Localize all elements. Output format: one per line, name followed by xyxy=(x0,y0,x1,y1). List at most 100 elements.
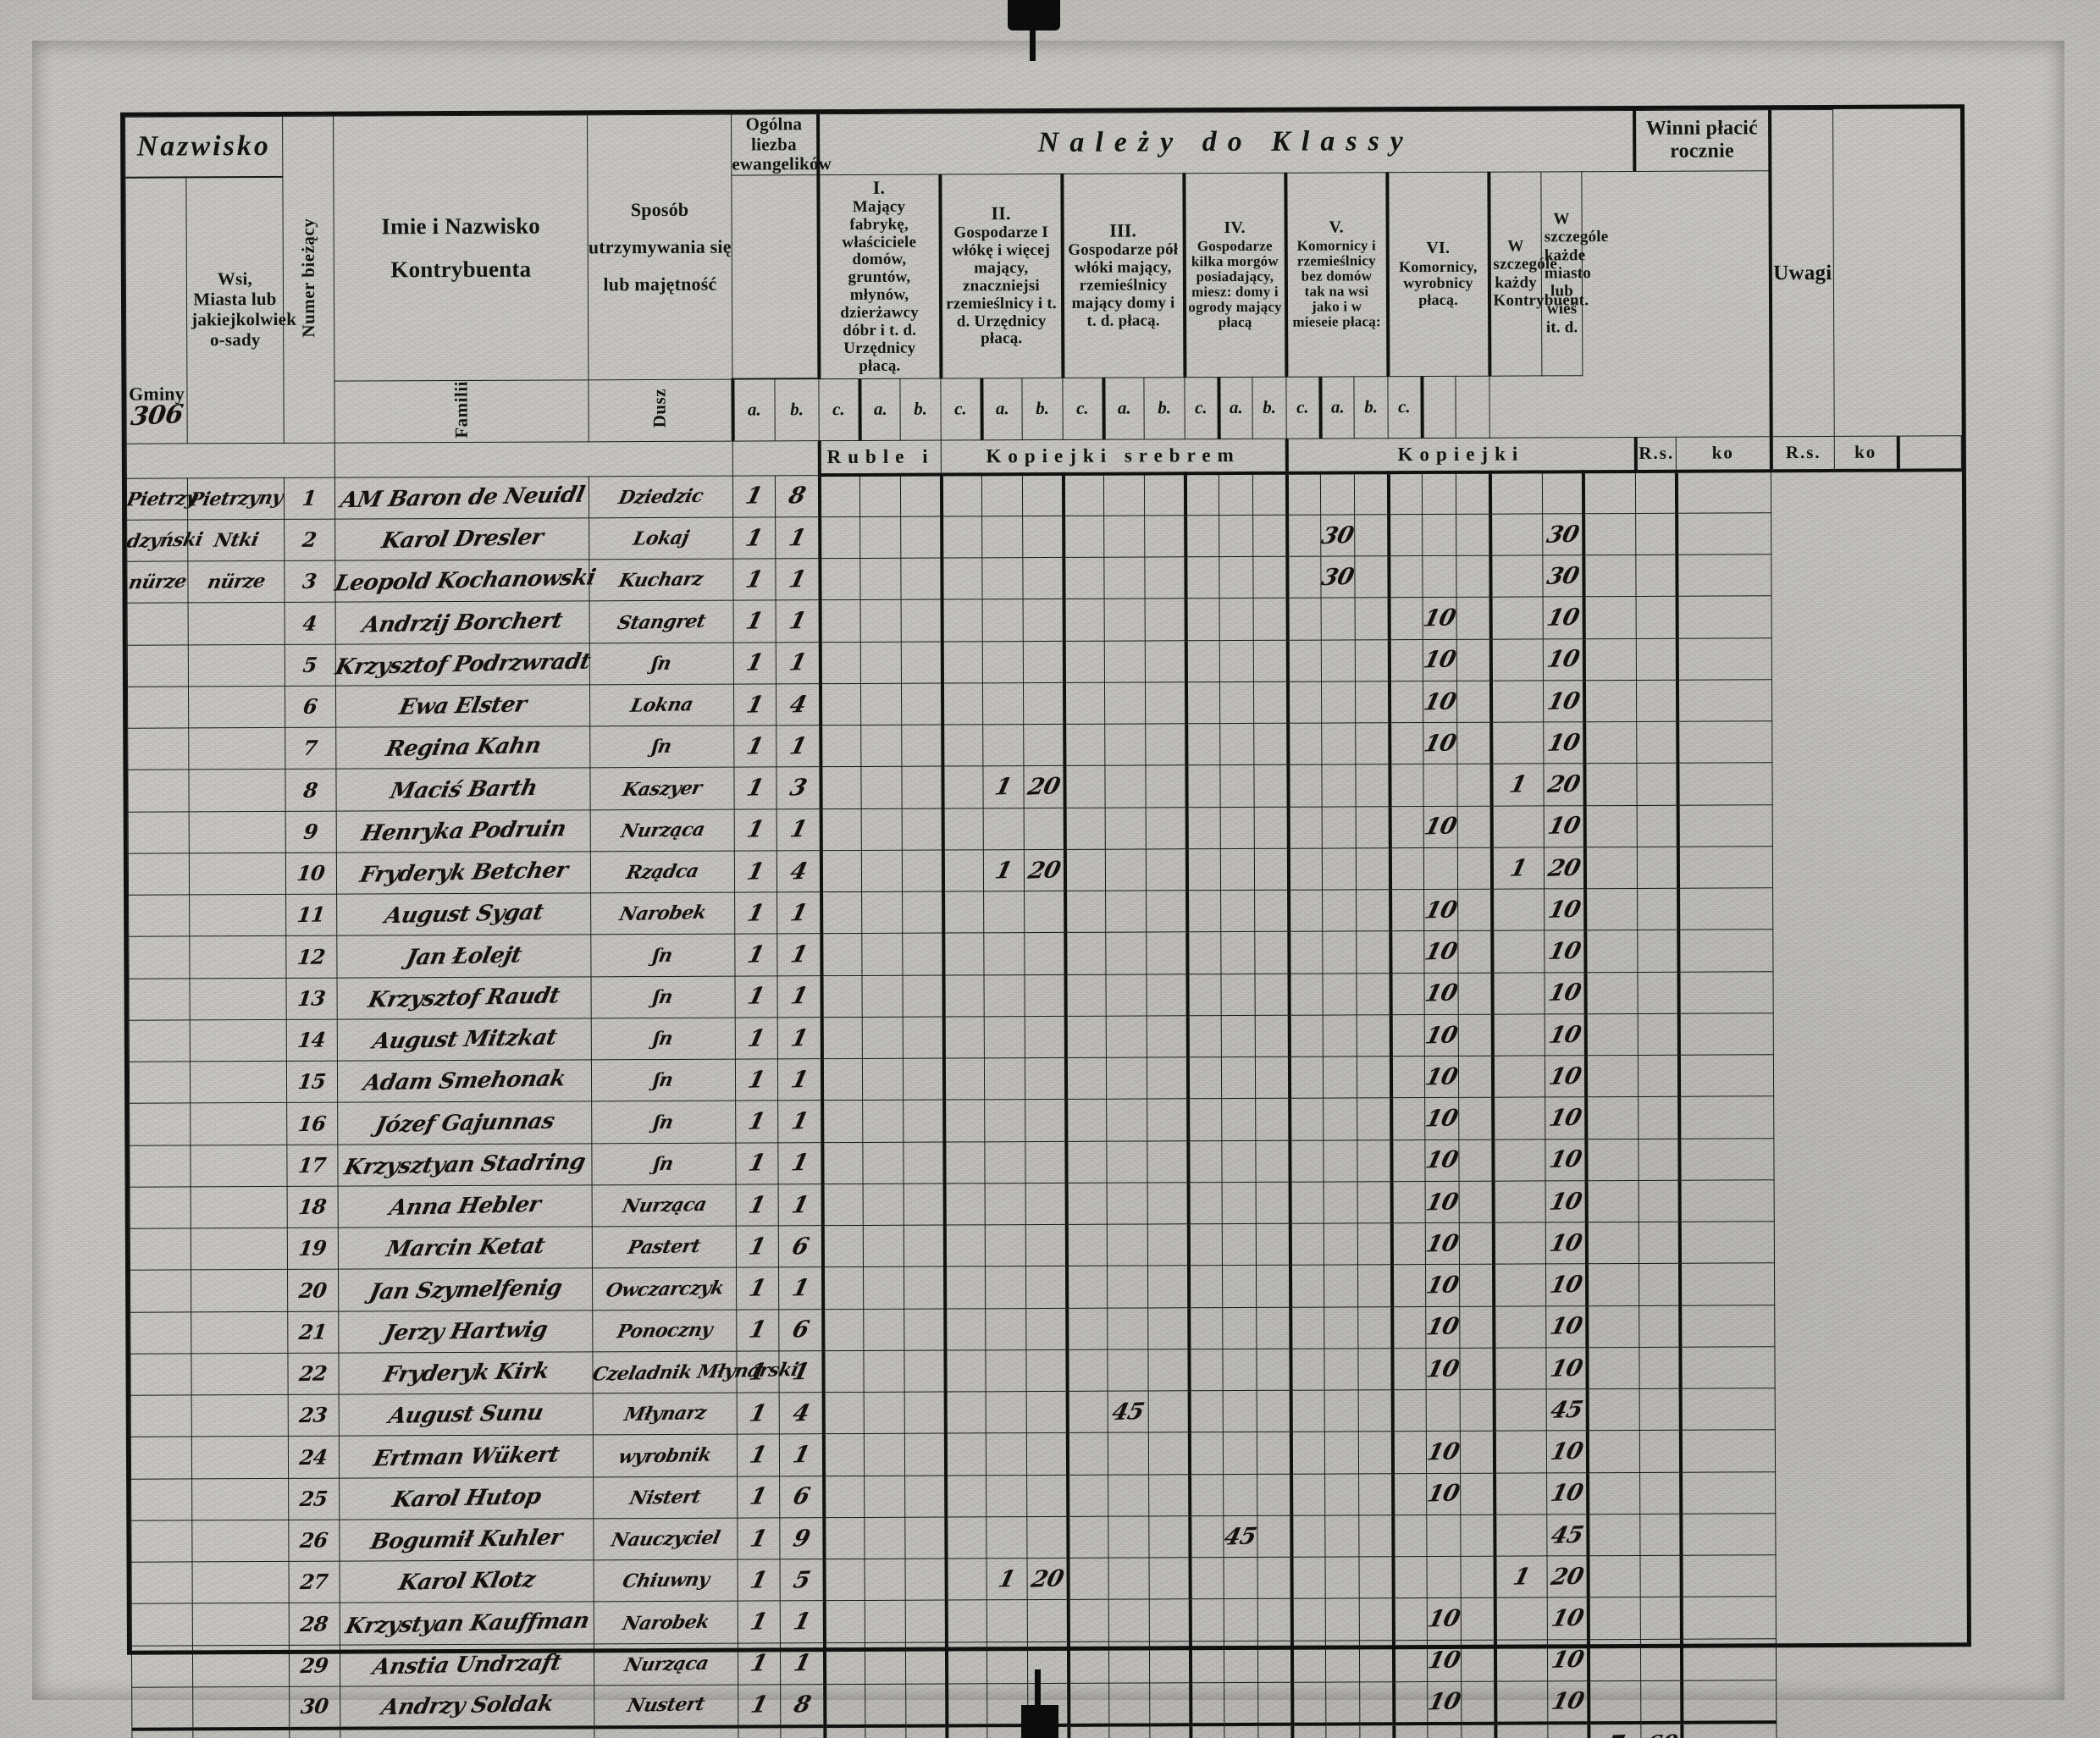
cell-familii: 1 xyxy=(734,850,777,893)
cell-k6b: 10 xyxy=(1426,1640,1462,1682)
cell-uwagi xyxy=(1677,887,1773,930)
cell-contributor-name: Leopold Kochanowski xyxy=(333,560,598,603)
header-numer-label: Numer bieżący xyxy=(297,218,319,338)
cell-gmina xyxy=(129,1103,191,1145)
cell-dusz: 1 xyxy=(779,1434,824,1476)
cell-total-ko: 20 xyxy=(1547,1555,1589,1598)
cell-wies xyxy=(192,1645,290,1687)
cell-village-ko xyxy=(1636,637,1677,681)
cell-k4a xyxy=(1185,515,1219,557)
cell-k1a xyxy=(823,1392,865,1435)
klasa-6-numeral: VI. xyxy=(1426,239,1451,258)
cell-village-rs xyxy=(1585,1055,1639,1098)
cell-k1c xyxy=(904,1433,946,1476)
cell-dusz: 8 xyxy=(775,475,820,517)
cell-k5b xyxy=(1324,1515,1360,1558)
cell-k3a xyxy=(1064,849,1106,891)
cell-total-rs xyxy=(1491,889,1545,931)
cell-k4c xyxy=(1257,1640,1292,1683)
cell-k2c xyxy=(1026,1391,1068,1434)
cell-familii: 1 xyxy=(733,642,776,685)
cell-occupation: Rządca xyxy=(590,851,735,894)
cell-k6b xyxy=(1426,1389,1461,1432)
cell-k3c xyxy=(1147,1182,1189,1225)
cell-k5a xyxy=(1290,1306,1324,1349)
cell-k6a xyxy=(1390,806,1424,848)
cell-k3b xyxy=(1105,891,1147,933)
cell-k5c xyxy=(1357,1056,1391,1099)
cell-gmina xyxy=(131,1603,193,1646)
cell-k5b xyxy=(1321,598,1356,640)
cell-wies xyxy=(191,1186,288,1229)
cell-total-ko: 45 xyxy=(1546,1514,1589,1557)
cell-k6b xyxy=(1426,1515,1462,1557)
cell-k5c xyxy=(1355,681,1390,724)
cell-k5b xyxy=(1322,847,1357,891)
abc-k3-b: b. xyxy=(1021,378,1064,440)
cell-k6b: 10 xyxy=(1424,1306,1462,1349)
cell-k4c xyxy=(1252,472,1287,516)
cell-k1c xyxy=(901,725,942,767)
header-klasa-5: V. Komornicy i rzemieślnicy bez domów ta… xyxy=(1285,172,1388,377)
cell-k5a xyxy=(1288,848,1323,891)
cell-wies xyxy=(190,1061,287,1104)
cell-familii: 1 xyxy=(738,1559,781,1602)
cell-contributor-name: Jan Szymelfenig xyxy=(338,1268,593,1311)
cell-k1a xyxy=(822,1225,864,1268)
cell-village-rs xyxy=(1588,1680,1642,1723)
cell-village-rs xyxy=(1587,1388,1640,1432)
cell-village-ko xyxy=(1637,930,1679,973)
summary-wies xyxy=(192,1728,290,1738)
cell-k5b xyxy=(1321,639,1356,682)
cell-k1b xyxy=(859,516,901,559)
cell-k5c xyxy=(1356,847,1390,891)
cell-familii: 1 xyxy=(734,892,777,935)
cell-total-ko: 30 xyxy=(1542,555,1584,598)
cell-k2a xyxy=(946,1559,987,1601)
cell-wies xyxy=(189,978,287,1020)
cell-k1b xyxy=(861,933,904,976)
cell-k4a xyxy=(1190,1682,1224,1724)
cell-k4a xyxy=(1188,1349,1224,1391)
cell-k6a xyxy=(1392,1431,1427,1474)
cell-uwagi xyxy=(1679,1138,1775,1181)
cell-k2c xyxy=(1025,1266,1067,1309)
cell-k5c xyxy=(1358,1515,1394,1558)
cell-k3a xyxy=(1065,1099,1107,1142)
cell-uwagi xyxy=(1680,1388,1776,1431)
cell-k3a xyxy=(1068,1683,1109,1725)
cell-k5c xyxy=(1358,1473,1393,1515)
cell-k6b: 10 xyxy=(1424,1264,1461,1307)
cell-k1b xyxy=(863,1308,904,1351)
cell-wies: Ntki xyxy=(187,519,285,562)
cell-k3a xyxy=(1065,1140,1108,1183)
cell-gmina xyxy=(128,936,190,979)
cell-k2c xyxy=(1027,1641,1069,1684)
cell-k2a xyxy=(942,808,984,850)
cell-k1a xyxy=(821,1100,863,1143)
cell-k2c xyxy=(1025,1016,1066,1058)
cell-k3b xyxy=(1104,599,1146,641)
cell-row-number: 19 xyxy=(287,1228,339,1270)
abc-k4-b: b. xyxy=(1143,377,1185,439)
cell-gmina xyxy=(130,1186,191,1229)
cell-contributor-name: Henryka Podruin xyxy=(336,809,591,853)
cell-total-ko: 10 xyxy=(1543,638,1584,681)
cell-k2b: 1 xyxy=(986,1558,1028,1601)
cell-k2b xyxy=(985,1266,1026,1309)
cell-k1b xyxy=(860,683,902,726)
cell-k6c xyxy=(1460,1472,1495,1515)
cell-k4b xyxy=(1219,640,1254,682)
cell-k3c xyxy=(1146,932,1188,974)
cell-total-ko: 10 xyxy=(1545,1347,1588,1390)
header-nazwisko: Nazwisko xyxy=(124,116,283,178)
cell-k1a xyxy=(823,1433,865,1476)
cell-familii: 1 xyxy=(734,808,777,852)
cell-uwagi xyxy=(1680,1346,1776,1389)
cell-k1c xyxy=(904,1266,945,1309)
cell-k6b xyxy=(1422,472,1456,515)
cell-k6a xyxy=(1390,1097,1425,1140)
cell-dusz: 4 xyxy=(779,1392,824,1435)
cell-k1b xyxy=(863,1350,905,1393)
cell-contributor-name: Krzystyan Kauffman xyxy=(340,1602,594,1645)
